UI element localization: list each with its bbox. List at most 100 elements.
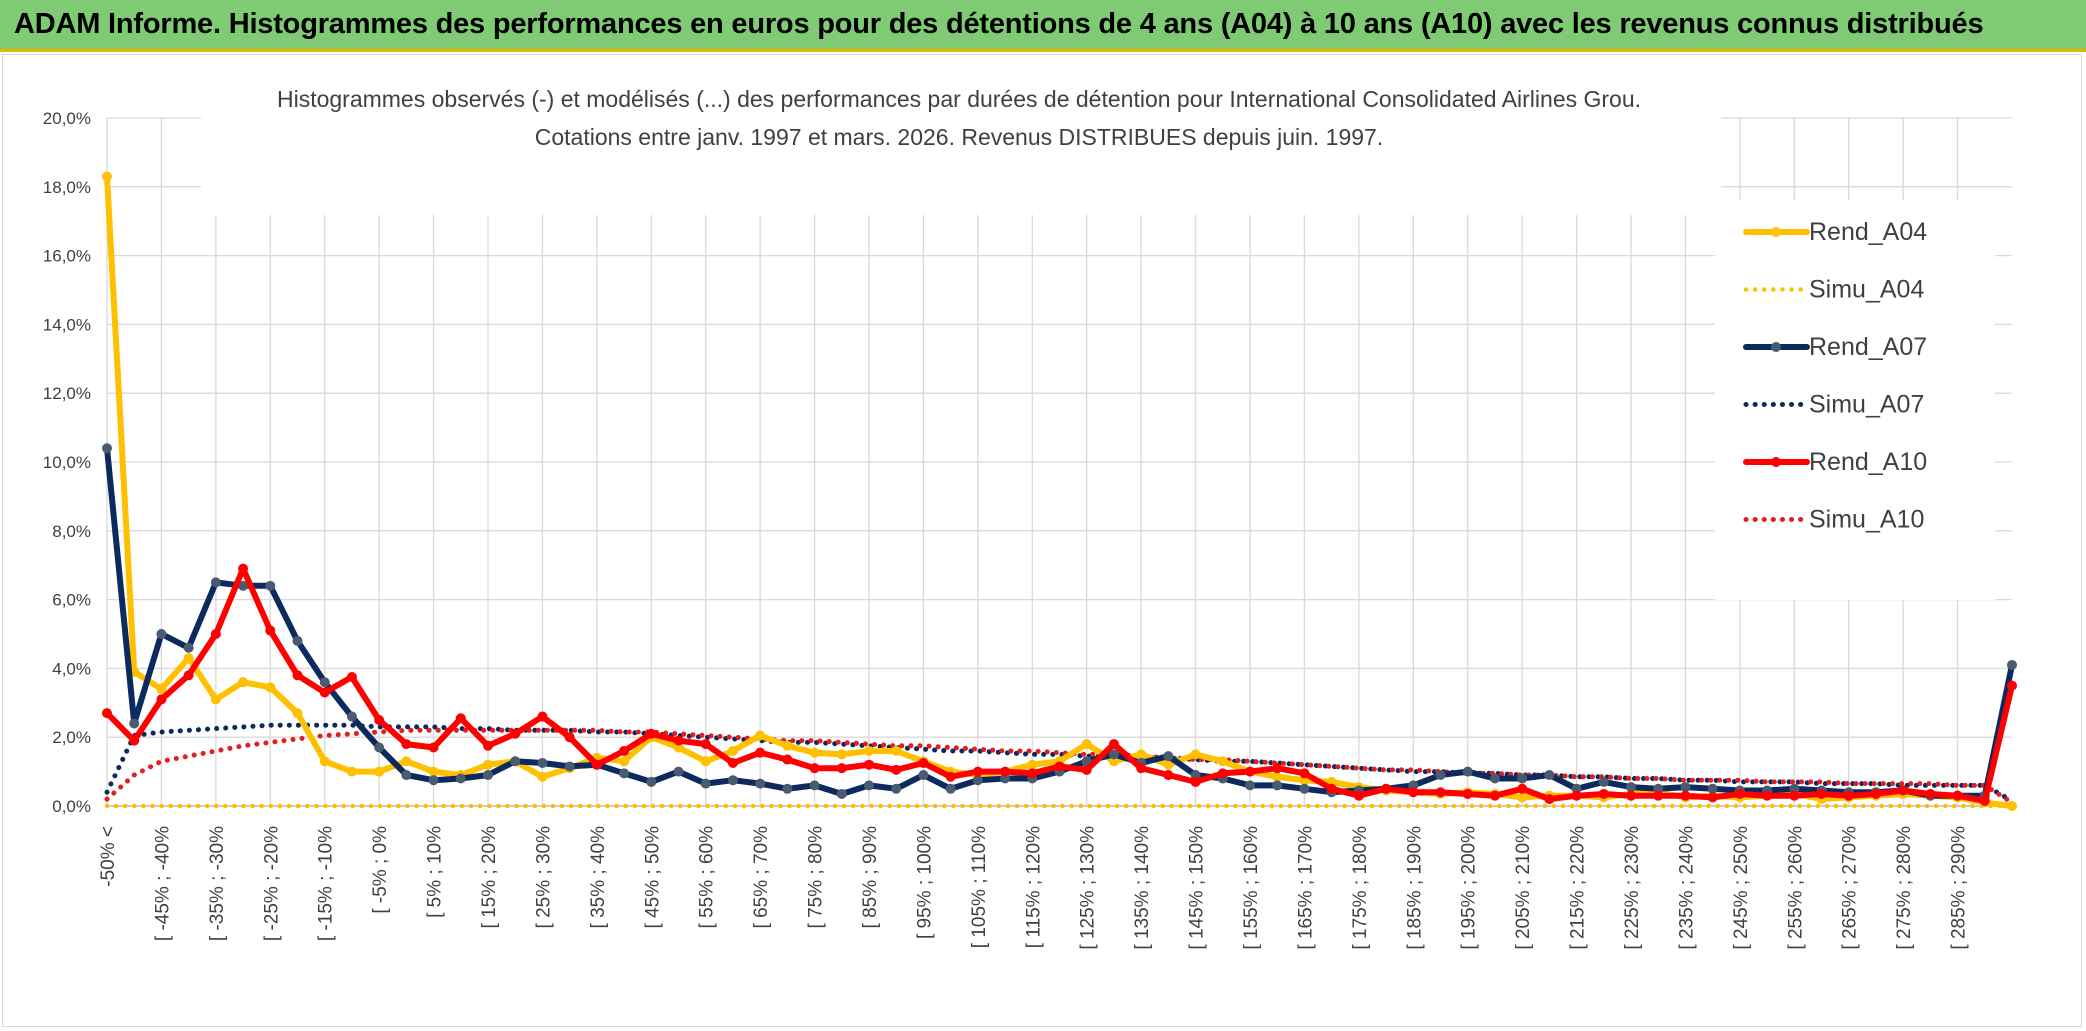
data-point — [755, 747, 766, 758]
data-point — [1734, 788, 1745, 799]
data-point — [238, 563, 249, 574]
x-tick-label: [ -15% ; -10% — [316, 826, 337, 941]
y-tick-label: 18,0% — [43, 178, 91, 197]
data-point — [1081, 764, 1092, 775]
data-point — [619, 768, 630, 779]
legend-item-simu-a10: Simu_A10 — [1743, 506, 1924, 534]
y-tick-label: 10,0% — [43, 453, 91, 472]
data-point — [836, 763, 847, 774]
data-point — [727, 775, 738, 786]
data-point — [673, 735, 684, 746]
data-point — [700, 778, 711, 789]
x-tick-label: [ 185% ; 190% — [1404, 826, 1425, 950]
data-point — [374, 715, 385, 725]
series-simu-a10 — [104, 727, 2015, 806]
data-point — [210, 694, 221, 705]
data-point — [1870, 788, 1881, 799]
x-tick-label: [ 35% ; 40% — [588, 826, 609, 929]
data-point — [782, 783, 793, 794]
x-tick-label: [ -45% ; -40% — [152, 826, 173, 941]
data-point — [1190, 776, 1201, 787]
data-point — [1190, 770, 1201, 781]
legend-label: Rend_A10 — [1809, 448, 1927, 476]
data-point — [428, 742, 439, 753]
x-tick-label: [ 105% ; 110% — [969, 826, 990, 948]
x-tick-label: [ 255% ; 260% — [1785, 826, 1806, 950]
data-point — [156, 629, 167, 639]
data-point — [836, 749, 847, 760]
data-point — [510, 756, 521, 767]
data-point — [292, 708, 303, 719]
x-tick-label: [ 15% ; 20% — [479, 826, 500, 929]
data-point — [1408, 787, 1419, 798]
x-tick-label: [ 95% ; 100% — [914, 826, 935, 939]
data-point — [455, 773, 466, 784]
data-point — [1544, 770, 1555, 781]
data-point — [864, 780, 874, 791]
data-point — [1408, 780, 1419, 791]
data-point — [1027, 759, 1038, 770]
data-point — [2007, 680, 2017, 691]
x-tick-label: [ 245% ; 250% — [1731, 826, 1752, 950]
data-point — [156, 694, 167, 705]
data-point — [238, 580, 249, 591]
y-tick-label: 6,0% — [52, 591, 91, 610]
data-point — [483, 770, 493, 781]
x-tick-label: [ 45% ; 50% — [642, 826, 663, 929]
data-point — [1272, 780, 1283, 791]
data-point — [1707, 792, 1718, 803]
data-point — [183, 653, 194, 664]
legend-label: Simu_A10 — [1809, 506, 1924, 534]
data-point — [891, 783, 902, 794]
data-point — [510, 728, 521, 739]
data-point — [972, 766, 983, 777]
data-point — [1000, 773, 1011, 784]
data-point — [1789, 783, 1800, 794]
x-tick-label: [ -5% ; 0% — [370, 826, 391, 914]
data-point — [265, 580, 276, 591]
data-point — [864, 745, 874, 756]
series-rend-a10 — [102, 563, 2017, 806]
data-point — [1489, 790, 1500, 801]
data-point — [537, 771, 548, 782]
data-point — [1517, 773, 1528, 784]
data-point — [1326, 783, 1337, 794]
data-point — [1653, 790, 1664, 801]
data-point — [945, 783, 956, 794]
data-point — [646, 776, 657, 787]
data-point — [1680, 790, 1691, 801]
x-axis-ticks: -50% < [ -45% ; -40% [ -35% ; -30% [ -25% ;… — [98, 826, 1970, 950]
data-point — [619, 756, 630, 767]
series-line — [104, 727, 2015, 806]
data-point — [1163, 770, 1174, 781]
x-tick-label: [ 65% ; 70% — [751, 826, 772, 929]
legend-item-rend-a07: Rend_A07 — [1743, 333, 1927, 361]
data-point — [864, 759, 874, 770]
data-point — [1054, 761, 1065, 772]
data-point — [183, 642, 194, 653]
data-point — [401, 739, 412, 750]
data-point — [591, 759, 602, 770]
data-point — [700, 739, 711, 750]
data-point — [2007, 659, 2017, 670]
data-point — [945, 771, 956, 782]
data-point — [428, 766, 439, 777]
data-point — [1299, 783, 1310, 794]
data-point — [401, 756, 412, 767]
data-point — [156, 684, 167, 695]
legend-marker — [1771, 457, 1781, 467]
data-point — [918, 770, 929, 781]
data-point — [1108, 749, 1119, 760]
data-point — [1163, 751, 1174, 762]
data-point — [972, 775, 983, 786]
data-point — [210, 629, 221, 639]
data-point — [918, 758, 929, 768]
data-point — [809, 763, 820, 774]
data-point — [1381, 783, 1392, 794]
data-point — [2007, 801, 2017, 811]
data-point — [1217, 756, 1228, 767]
chart-subtitle: Cotations entre janv. 1997 et mars. 2026… — [535, 124, 1383, 150]
data-point — [782, 754, 793, 765]
data-point — [1108, 756, 1119, 767]
data-point — [455, 713, 466, 724]
